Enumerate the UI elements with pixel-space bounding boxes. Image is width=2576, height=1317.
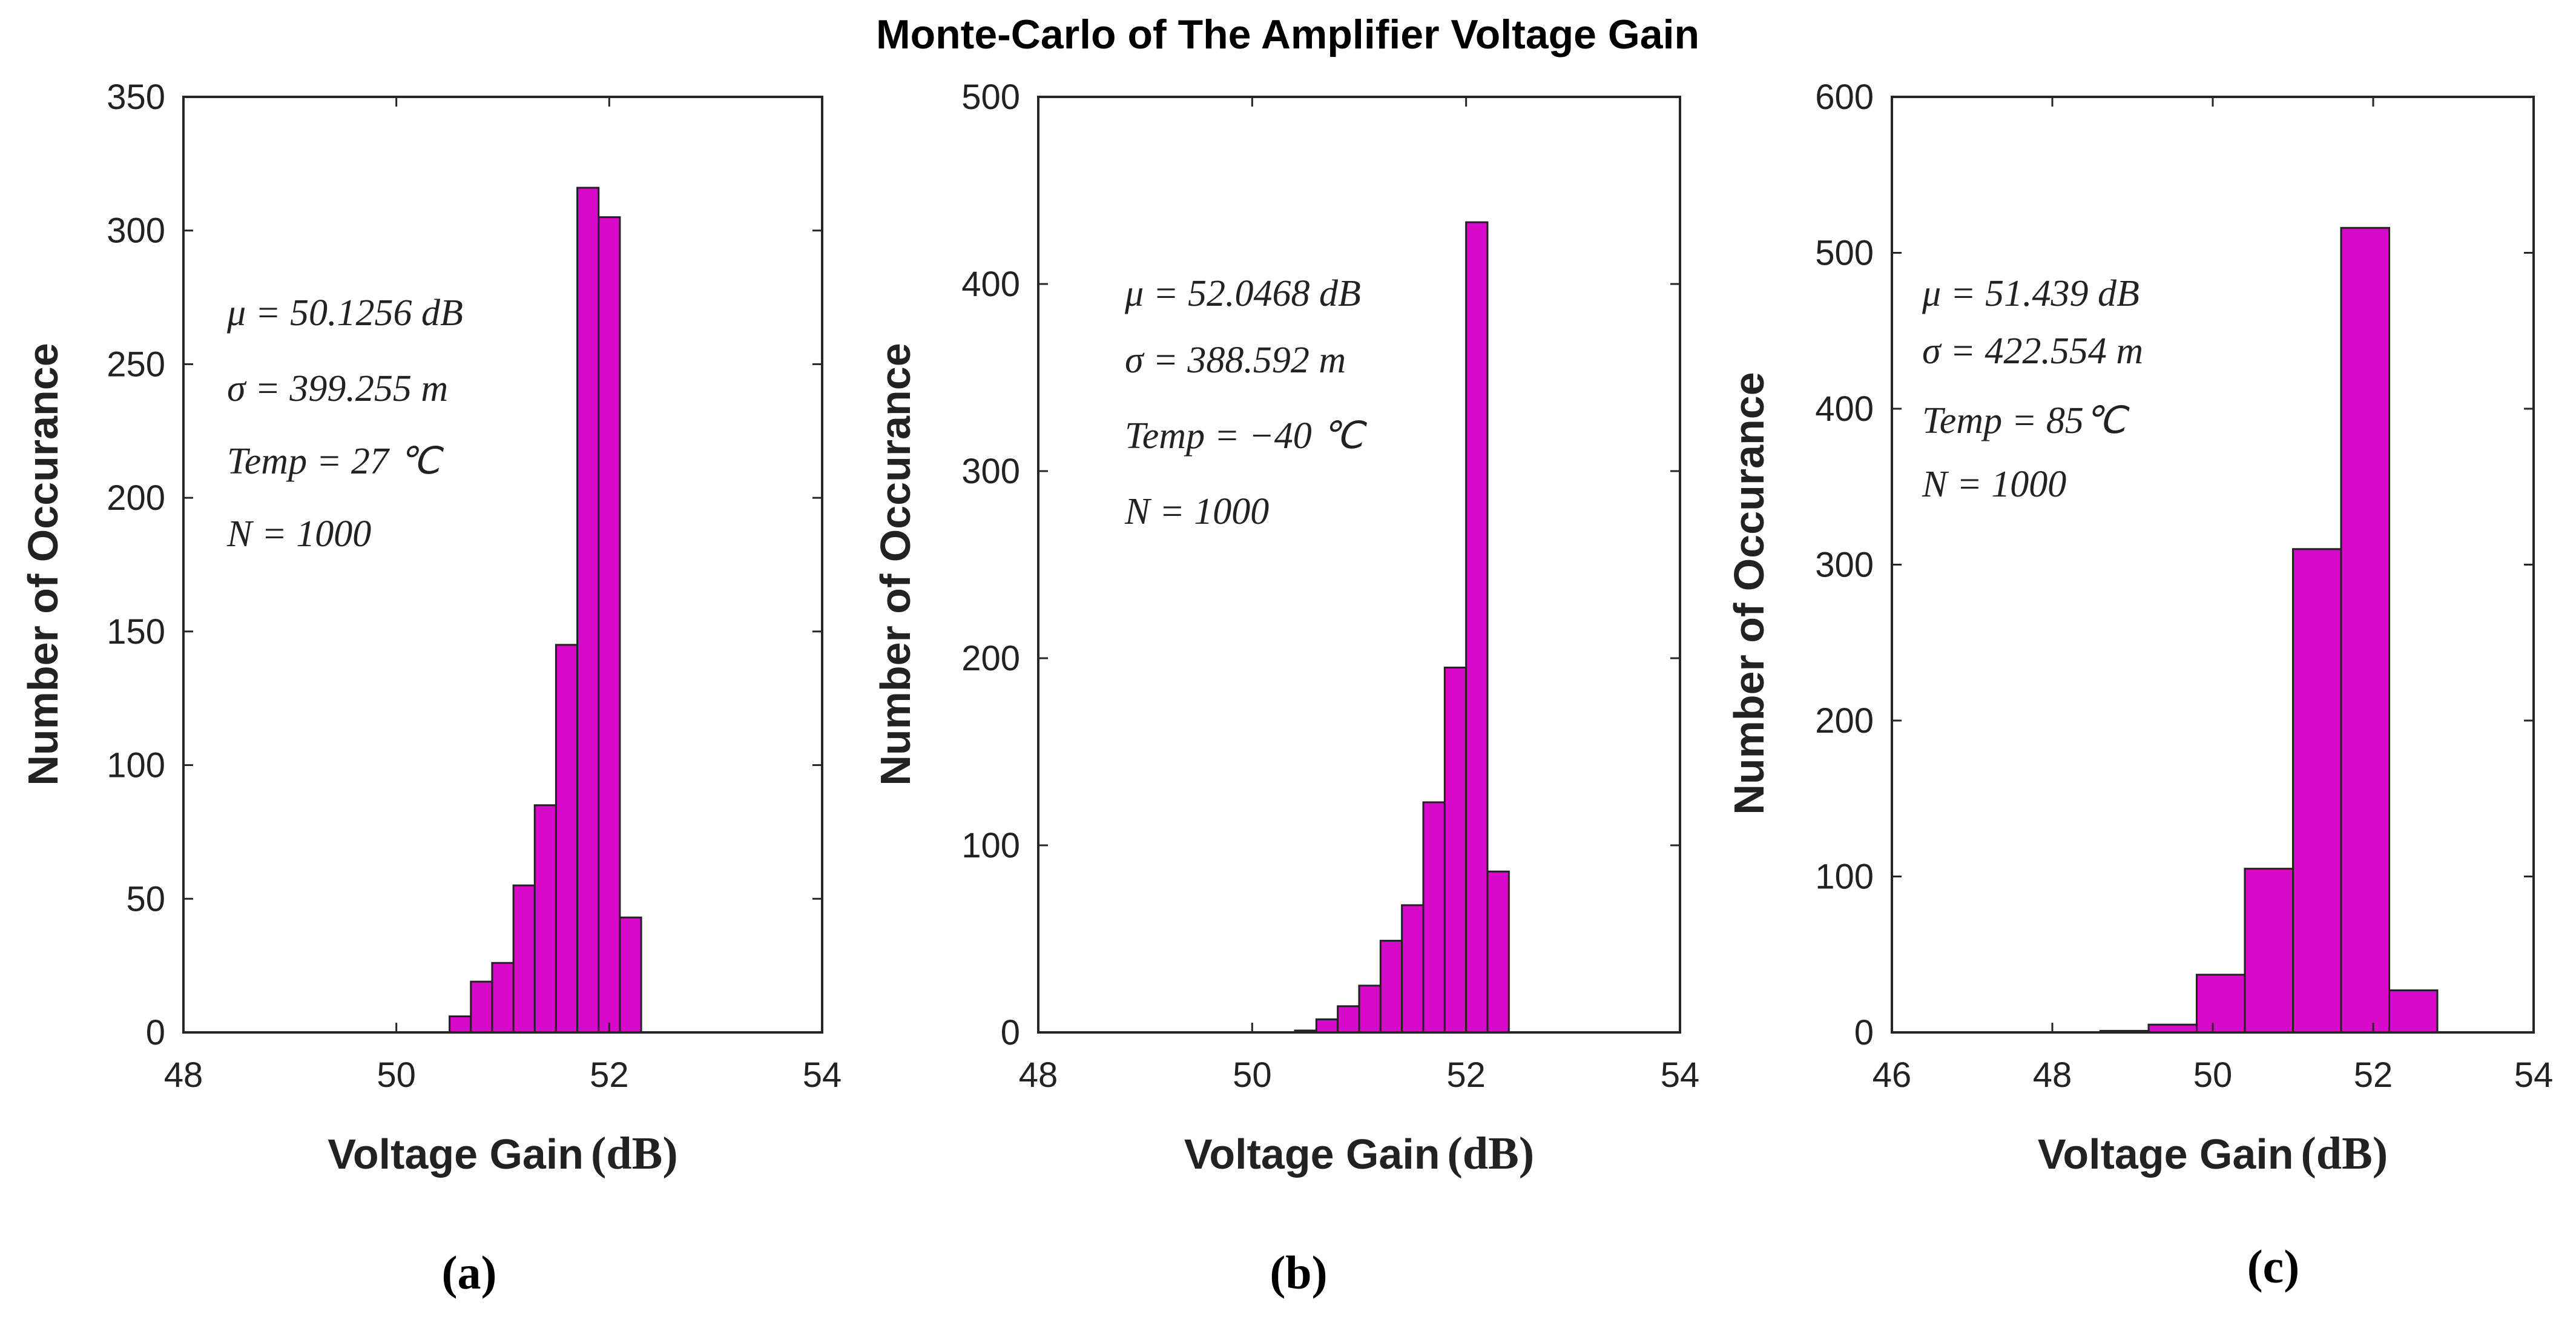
y-tick-label: 200 (961, 639, 1020, 678)
x-tick-label: 50 (2193, 1055, 2233, 1095)
y-tick-label: 400 (961, 265, 1020, 304)
figure-title: Monte-Carlo of The Amplifier Voltage Gai… (876, 12, 1699, 58)
x-tick-label: 52 (590, 1055, 629, 1095)
annotation-text: σ = 399.255 m (227, 368, 448, 409)
bar (555, 644, 579, 1034)
y-tick-label: 500 (961, 78, 1020, 117)
x-tick-label: 46 (1873, 1055, 1912, 1095)
y-tick-label: 50 (126, 879, 165, 919)
bar (1422, 801, 1446, 1034)
annotation-text: μ = 50.1256 dB (226, 292, 463, 334)
y-tick-label: 200 (1815, 701, 1874, 741)
bar (533, 804, 557, 1034)
bar (2388, 989, 2439, 1034)
x-axis-label: Voltage Gain (dB) (328, 1128, 677, 1179)
plot-frame (1037, 96, 1681, 1034)
bar (1358, 985, 1382, 1034)
x-tick-label: 48 (2033, 1055, 2072, 1095)
y-tick-label: 0 (1001, 1013, 1020, 1052)
bar (598, 216, 621, 1034)
y-tick-label: 100 (961, 826, 1020, 865)
y-tick-label: 100 (107, 746, 165, 785)
bar (576, 186, 600, 1034)
chart-panel-3: 0 100 200 300 400 500 600 46 48 50 52 54 Number of O… (1725, 78, 2553, 1293)
annotation-text: Temp = 85℃ (1922, 400, 2130, 441)
x-tick-label: 50 (1233, 1055, 1272, 1095)
x-axis-label-unit: (dB) (1448, 1128, 1535, 1179)
bar (1315, 1018, 1339, 1034)
x-axis-label: Voltage Gain (dB) (1184, 1128, 1534, 1179)
panel-label: (a) (442, 1246, 497, 1299)
bar (1401, 904, 1425, 1034)
bar (449, 1015, 472, 1034)
x-axis-label-main: Voltage Gain (1184, 1131, 1440, 1178)
y-axis-label: Number of Occurance (872, 343, 919, 785)
chart-panel-2: 0 100 200 300 400 500 48 50 52 54 Number of Occura… (872, 78, 1699, 1299)
bar (1443, 666, 1468, 1034)
bar (512, 884, 536, 1034)
plot-frame (1891, 96, 2535, 1034)
annotation-text: μ = 52.0468 dB (1124, 273, 1361, 314)
x-axis-label-main: Voltage Gain (328, 1131, 584, 1178)
y-tick-label: 400 (1815, 389, 1874, 429)
bar (470, 980, 493, 1034)
bar (1465, 221, 1489, 1034)
bar (491, 962, 515, 1034)
bar (1486, 870, 1510, 1034)
y-tick-label: 600 (1815, 78, 1874, 117)
y-tick-label: 300 (961, 452, 1020, 491)
y-tick-label: 150 (107, 612, 165, 652)
y-tick-label: 200 (107, 478, 165, 518)
bar (1379, 940, 1403, 1034)
bar (2196, 974, 2246, 1034)
panel-label: (b) (1270, 1246, 1327, 1299)
x-tick-label: 50 (377, 1055, 416, 1095)
bar (2340, 226, 2390, 1034)
y-tick-label: 500 (1815, 234, 1874, 273)
y-tick-label: 0 (1854, 1013, 1874, 1052)
annotation-text: μ = 51.439 dB (1922, 273, 2140, 314)
annotation-text: σ = 422.554 m (1922, 331, 2143, 372)
y-tick-label: 250 (107, 345, 165, 384)
x-tick-label: 48 (1019, 1055, 1058, 1095)
panel-label: (c) (2247, 1240, 2300, 1293)
bar (2244, 868, 2294, 1034)
x-tick-label: 52 (2354, 1055, 2393, 1095)
y-axis-label: Number of Occurance (19, 343, 67, 785)
annotation-text: σ = 388.592 m (1125, 340, 1346, 381)
y-axis-label: Number of Occurance (1725, 372, 1773, 814)
x-axis-label-unit: (dB) (2301, 1128, 2388, 1179)
y-tick-label: 350 (107, 78, 165, 117)
x-tick-label: 54 (2514, 1055, 2554, 1095)
y-tick-label: 0 (146, 1013, 165, 1052)
x-axis-label-unit: (dB) (591, 1128, 678, 1179)
plot-frame (182, 96, 823, 1034)
x-tick-label: 48 (164, 1055, 203, 1095)
annotation-text: N = 1000 (226, 513, 371, 555)
bar (1337, 1005, 1360, 1034)
bar (2292, 548, 2342, 1034)
chart-panel-1: 0 50 100 150 200 250 300 350 48 50 52 54 Number of O… (19, 78, 842, 1299)
annotation-text: Temp = 27 ℃ (227, 441, 444, 482)
x-axis-label: Voltage Gain (dB) (2038, 1128, 2388, 1179)
y-tick-label: 300 (1815, 546, 1874, 585)
annotation-text: N = 1000 (1124, 491, 1269, 532)
bar (619, 916, 642, 1034)
x-tick-label: 52 (1446, 1055, 1486, 1095)
x-tick-label: 54 (803, 1055, 842, 1095)
x-axis-label-main: Voltage Gain (2038, 1131, 2294, 1178)
x-tick-label: 54 (1661, 1055, 1700, 1095)
y-tick-label: 300 (107, 211, 165, 251)
y-tick-label: 100 (1815, 857, 1874, 897)
annotation-text: Temp = −40 ℃ (1125, 415, 1367, 457)
annotation-text: N = 1000 (1922, 464, 2066, 505)
